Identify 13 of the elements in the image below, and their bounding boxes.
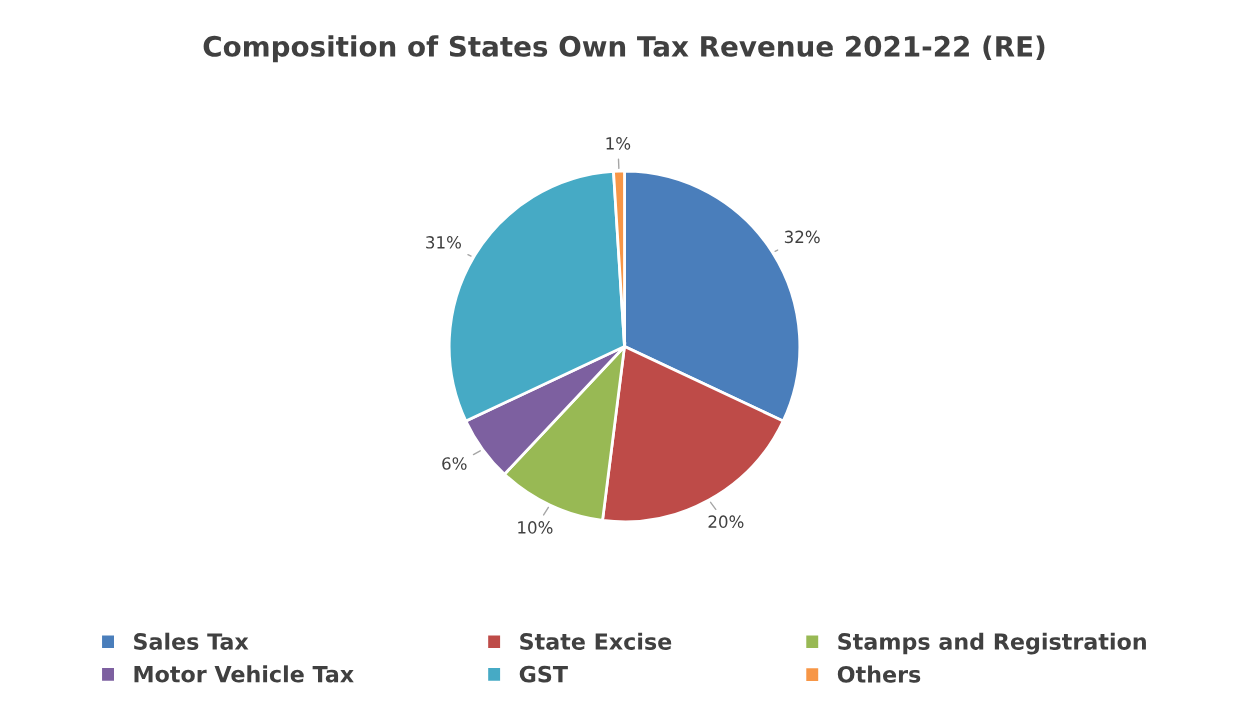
data-label: 31% [426, 236, 461, 249]
chart-title: Composition of States Own Tax Revenue 2021-22 (RE) [203, 35, 1045, 63]
legend-label: GST [519, 665, 568, 683]
data-label: 6% [442, 457, 467, 470]
data-label: 32% [784, 230, 820, 244]
data-label: 1% [606, 137, 631, 150]
data-label: 10% [518, 521, 553, 534]
legend-label: Sales Tax [134, 632, 249, 650]
legend-label: State Excise [520, 632, 672, 650]
legend-label: Motor Vehicle Tax [134, 665, 354, 683]
legend-label: Stamps and Registration [838, 632, 1146, 655]
data-label: 20% [708, 515, 744, 528]
legend-label: Others [837, 665, 921, 683]
